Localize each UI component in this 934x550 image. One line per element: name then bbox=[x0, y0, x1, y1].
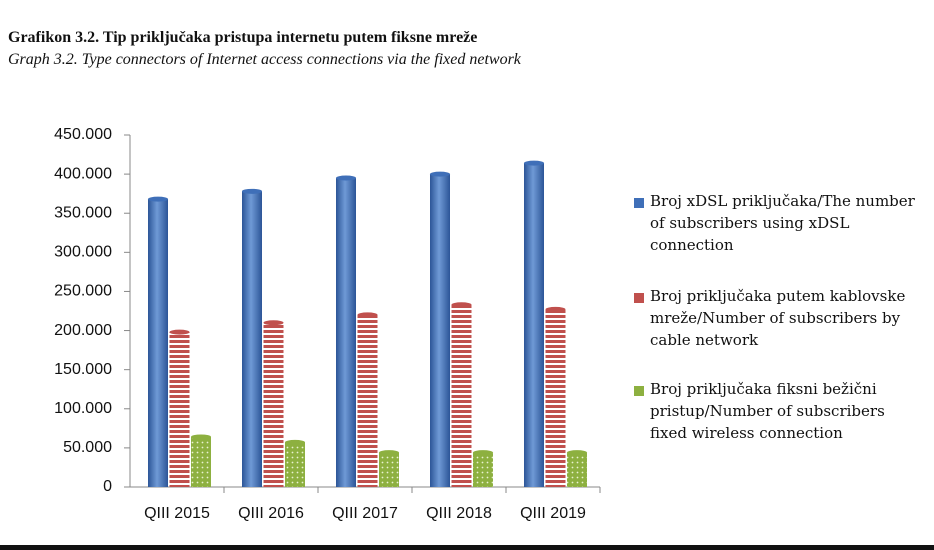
legend-swatch bbox=[634, 386, 644, 396]
bar bbox=[285, 442, 305, 487]
bar-cap bbox=[451, 302, 472, 308]
chart-subtitle: Graph 3.2. Type connectors of Internet a… bbox=[8, 51, 521, 68]
y-tick-label: 400.000 bbox=[54, 165, 112, 182]
legend-label: Broj priključaka putem kablovske mreže/N… bbox=[650, 287, 906, 349]
bar bbox=[169, 332, 190, 487]
bar bbox=[191, 436, 211, 487]
bar bbox=[473, 452, 493, 487]
bar-cap bbox=[524, 160, 544, 166]
bar bbox=[379, 452, 399, 487]
bar bbox=[545, 309, 566, 487]
x-tick-label: QIII 2016 bbox=[238, 505, 304, 522]
bar bbox=[336, 178, 356, 487]
bar-cap bbox=[263, 320, 284, 326]
bar-cap bbox=[336, 175, 356, 181]
y-tick-label: 300.000 bbox=[54, 244, 112, 261]
bar bbox=[567, 452, 587, 487]
y-tick-label: 50.000 bbox=[63, 439, 112, 456]
bar-cap bbox=[357, 312, 378, 318]
bar-cap bbox=[379, 450, 399, 456]
y-tick-label: 200.000 bbox=[54, 322, 112, 339]
bar bbox=[242, 191, 262, 487]
x-tick-label: QIII 2019 bbox=[520, 505, 586, 522]
chart-title: Grafikon 3.2. Tip priključaka pristupa i… bbox=[8, 29, 478, 46]
bar-cap bbox=[191, 434, 211, 440]
y-tick-label: 450.000 bbox=[54, 126, 112, 143]
bar-cap bbox=[430, 171, 450, 177]
y-tick-label: 100.000 bbox=[54, 400, 112, 417]
bar bbox=[430, 174, 450, 487]
bar-cap bbox=[473, 450, 493, 456]
bar bbox=[148, 199, 168, 488]
bar-cap bbox=[169, 329, 190, 335]
bar-cap bbox=[567, 450, 587, 456]
bar bbox=[263, 322, 284, 487]
bar bbox=[357, 314, 378, 487]
bar-cap bbox=[545, 306, 566, 312]
legend-swatch bbox=[634, 293, 644, 303]
legend-swatch bbox=[634, 198, 644, 208]
x-tick-label: QIII 2017 bbox=[332, 505, 398, 522]
bar-cap bbox=[242, 188, 262, 194]
y-tick-label: 350.000 bbox=[54, 204, 112, 221]
y-tick-label: 150.000 bbox=[54, 361, 112, 378]
legend-label: Broj xDSL priključaka/The number of subs… bbox=[650, 192, 915, 254]
x-tick-label: QIII 2015 bbox=[144, 505, 210, 522]
legend-label: Broj priključaka fiksni bežični pristup/… bbox=[650, 380, 885, 442]
bar bbox=[524, 163, 544, 487]
y-tick-label: 250.000 bbox=[54, 283, 112, 300]
bar-cap bbox=[148, 196, 168, 202]
bar bbox=[451, 304, 472, 487]
bar-cap bbox=[285, 439, 305, 445]
bottom-rule bbox=[0, 545, 934, 550]
y-tick-label: 0 bbox=[103, 478, 112, 495]
x-tick-label: QIII 2018 bbox=[426, 505, 492, 522]
